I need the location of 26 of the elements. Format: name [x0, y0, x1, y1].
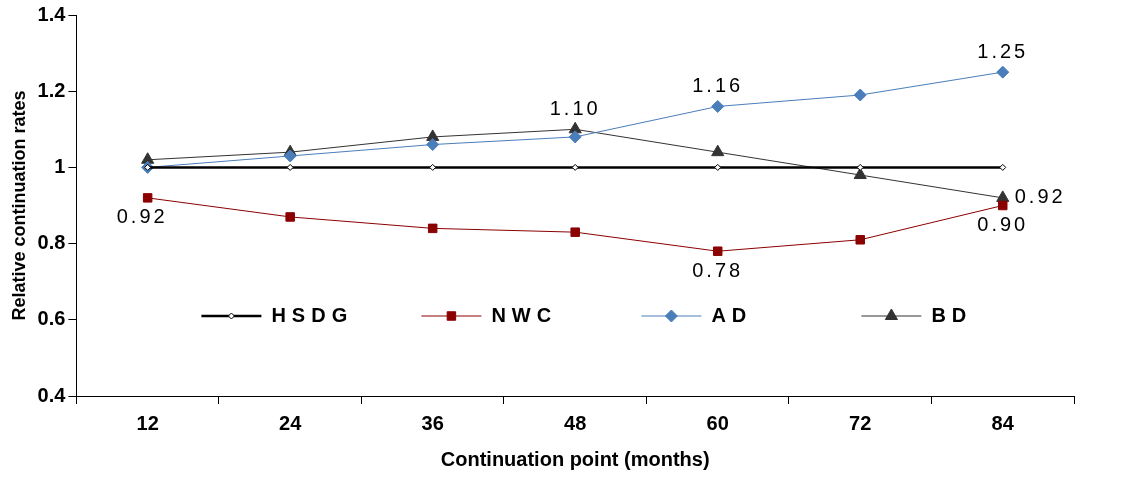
data-label: 0.92 — [116, 205, 168, 228]
x-tick-label: 12 — [136, 411, 159, 434]
x-tick-label: 48 — [564, 411, 587, 434]
y-tick-label: 0.6 — [37, 307, 66, 330]
y-tick-label: 0.8 — [37, 231, 66, 254]
x-tick-label: 84 — [991, 411, 1015, 434]
x-tick-label: 60 — [706, 411, 729, 434]
data-label: 1.25 — [977, 39, 1029, 62]
data-label: 0.78 — [692, 258, 744, 281]
data-label: 1.10 — [549, 96, 601, 119]
x-tick-label: 36 — [421, 411, 444, 434]
y-axis-title: Relative continuation rates — [8, 90, 29, 321]
legend-label: BD — [931, 303, 973, 326]
legend-label: NWC — [491, 303, 558, 326]
legend-label: AD — [711, 303, 753, 326]
x-tick-label: 24 — [279, 411, 303, 434]
y-tick-label: 0.4 — [37, 383, 67, 406]
x-axis-title: Continuation point (months) — [440, 447, 710, 470]
x-tick-label: 72 — [849, 411, 872, 434]
y-tick-label: 1 — [54, 154, 66, 177]
legend-label: HSDG — [271, 303, 354, 326]
data-label: 0.90 — [977, 213, 1029, 236]
data-label: 1.16 — [692, 73, 744, 96]
y-tick-label: 1.2 — [37, 78, 66, 101]
y-tick-label: 1.4 — [37, 2, 67, 25]
data-label: 0.92 — [1014, 185, 1066, 208]
